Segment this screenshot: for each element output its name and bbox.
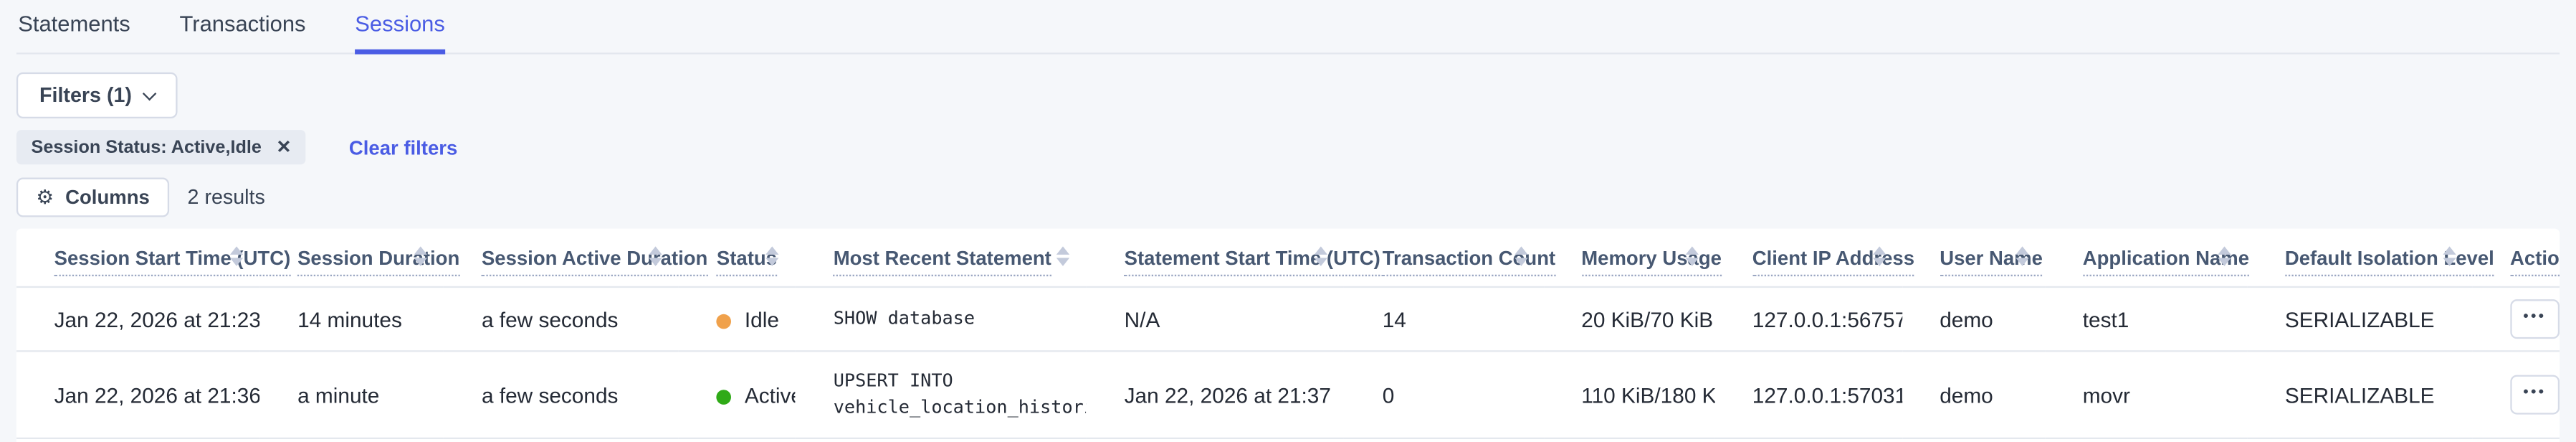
sort-arrows-icon[interactable] [1056, 245, 1071, 265]
chevron-down-icon [143, 85, 157, 100]
results-count: 2 results [187, 186, 265, 210]
sort-arrows-icon[interactable] [1684, 245, 1699, 265]
transaction-count-cell: 0 [1345, 351, 1544, 439]
session-active-duration-cell: a few seconds [444, 351, 679, 439]
column-header-session-start-time-utc[interactable]: Session Start Time (UTC) [16, 228, 291, 288]
column-header-client-ip-address[interactable]: Client IP Address [1714, 228, 1915, 288]
sessions-table: Session Start Time (UTC) Session Duration… [16, 228, 2560, 439]
filters-button[interactable]: Filters (1) [16, 72, 178, 119]
sort-arrows-icon[interactable] [230, 245, 244, 265]
status-cell: Active [679, 351, 796, 439]
column-header-default-isolation-level[interactable]: Default Isolation Level [2247, 228, 2494, 288]
column-header-session-duration[interactable]: Session Duration [259, 228, 460, 288]
memory-usage-cell: 20 KiB/70 KiB [1543, 286, 1715, 352]
status-dot-icon [716, 389, 732, 404]
clear-filters-link[interactable]: Clear filters [348, 136, 458, 159]
column-header-label: Statement Start Time (UTC) [1124, 246, 1380, 277]
sort-arrows-icon[interactable] [2443, 245, 2456, 265]
session-row: Jan 22, 2026 at 21:36 a minute a few secon… [16, 351, 2560, 439]
isolation-level-cell: SERIALIZABLE [2247, 286, 2473, 352]
column-header-label: Transaction Count [1382, 246, 1556, 277]
statement-start-cell: Jan 22, 2026 at 21:37 [1086, 351, 1345, 439]
table-toolbar: ⚙ Columns 2 results [16, 177, 2576, 217]
client-ip-cell: 127.0.0.1:57031 [1714, 351, 1902, 439]
filter-chip-label: Session Status: Active,Idle [31, 137, 262, 157]
user-name-cell: demo [1902, 286, 2046, 352]
filters-button-label: Filters (1) [39, 83, 132, 107]
column-header-label: Session Active Duration [481, 246, 707, 277]
column-header-statement-start-time-utc[interactable]: Statement Start Time (UTC) [1086, 228, 1380, 288]
filter-chip-session-status: Session Status: Active,Idle ✕ [16, 130, 307, 165]
sort-arrows-icon[interactable] [765, 245, 780, 265]
statement-text: SHOW database [833, 307, 975, 329]
columns-button-label: Columns [65, 186, 150, 210]
column-header-label: Default Isolation Level [2284, 246, 2494, 277]
session-duration-cell: 14 minutes [259, 286, 444, 352]
column-header-status[interactable]: Status [679, 228, 796, 288]
tab-bar: Statements Transactions Sessions [16, 0, 2560, 55]
actions-cell: ••• [2472, 351, 2560, 439]
transaction-count-cell: 14 [1345, 286, 1544, 352]
gear-icon: ⚙ [36, 186, 54, 210]
column-header-application-name[interactable]: Application Name [2045, 228, 2250, 288]
session-start-cell: Jan 22, 2026 at 21:36 [16, 351, 260, 439]
column-header-label: Session Start Time (UTC) [54, 246, 291, 277]
statement-start-cell: N/A [1086, 286, 1345, 352]
sort-arrows-icon[interactable] [649, 245, 663, 265]
sort-arrows-icon[interactable] [2015, 245, 2029, 265]
application-name-cell: test1 [2045, 286, 2248, 352]
columns-button[interactable]: ⚙ Columns [16, 177, 170, 217]
client-ip-cell: 127.0.0.1:56757 [1714, 286, 1902, 352]
session-row: Jan 22, 2026 at 21:23 14 minutes a few sec… [16, 286, 2560, 352]
sort-arrows-icon[interactable] [1514, 245, 1527, 265]
sort-arrows-icon[interactable] [2217, 245, 2231, 265]
active-filters-row: Session Status: Active,Idle ✕ Clear filt… [16, 130, 2576, 165]
row-actions-button[interactable]: ••• [2510, 299, 2560, 339]
user-name-cell: demo [1902, 351, 2046, 439]
status-dot-icon [716, 313, 732, 329]
isolation-level-cell: SERIALIZABLE [2247, 351, 2473, 439]
sort-arrows-icon[interactable] [1872, 245, 1886, 265]
column-header-actions: Actions [2472, 228, 2560, 288]
memory-usage-cell: 110 KiB/180 KiB [1543, 351, 1715, 439]
session-duration-cell: a minute [259, 351, 444, 439]
status-cell: Idle [679, 286, 796, 352]
most-recent-statement-cell[interactable]: SHOW database [795, 286, 1087, 352]
column-header-label: Actions [2510, 246, 2560, 277]
session-start-cell: Jan 22, 2026 at 21:23 [16, 286, 260, 352]
column-header-label: Memory Usage [1581, 246, 1722, 277]
column-header-label: Session Duration [297, 246, 460, 277]
tab-transactions[interactable]: Transactions [179, 11, 306, 37]
column-header-label: Most Recent Statement [833, 246, 1051, 277]
application-name-cell: movr [2045, 351, 2248, 439]
sort-arrows-icon[interactable] [414, 245, 428, 265]
tab-sessions[interactable]: Sessions [355, 11, 445, 55]
row-actions-button[interactable]: ••• [2510, 375, 2560, 415]
actions-cell: ••• [2472, 286, 2560, 352]
column-header-memory-usage[interactable]: Memory Usage [1543, 228, 1722, 288]
column-header-most-recent-statement[interactable]: Most Recent Statement [795, 228, 1087, 288]
tab-statements[interactable]: Statements [18, 11, 130, 37]
sessions-table-card: Session Start Time (UTC) Session Duration… [16, 228, 2560, 442]
column-header-label: Client IP Address [1752, 246, 1915, 277]
column-header-session-active-duration[interactable]: Session Active Duration [444, 228, 707, 288]
session-active-duration-cell: a few seconds [444, 286, 679, 352]
column-header-user-name[interactable]: User Name [1902, 228, 2046, 288]
table-header-row: Session Start Time (UTC) Session Duration… [16, 228, 2560, 288]
column-header-transaction-count[interactable]: Transaction Count [1345, 228, 1556, 288]
remove-filter-icon[interactable]: ✕ [276, 138, 292, 159]
sort-arrows-icon[interactable] [1315, 245, 1329, 265]
